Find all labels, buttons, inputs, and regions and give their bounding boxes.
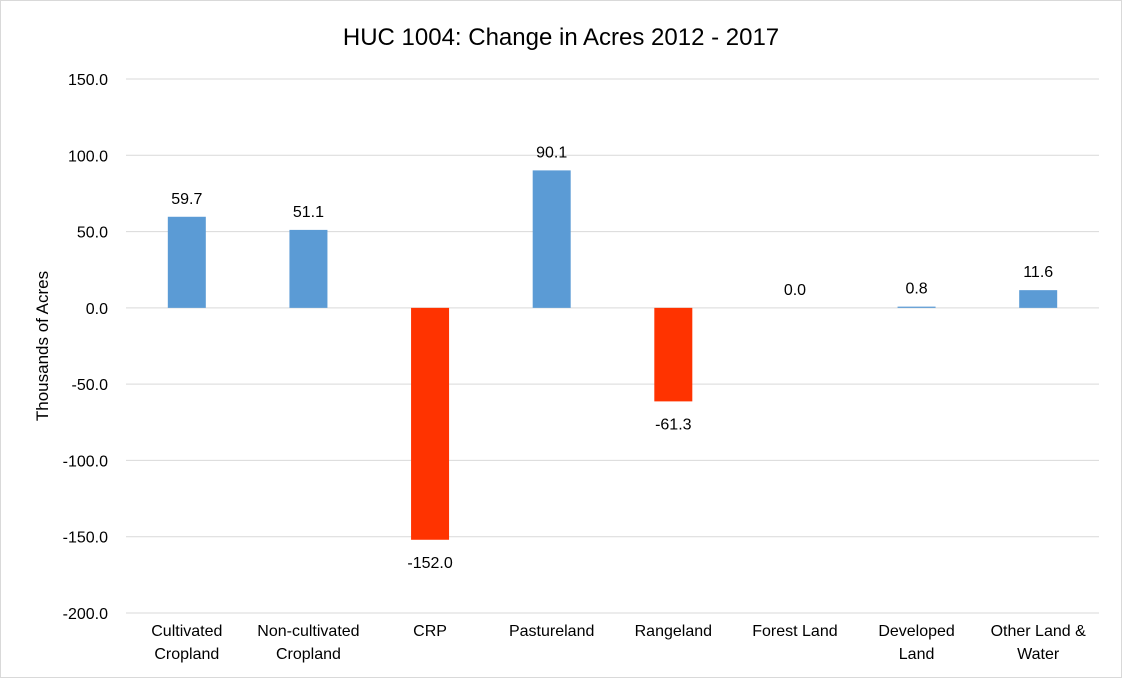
bar: [897, 306, 936, 308]
x-category-line: Other Land &: [991, 623, 1087, 640]
y-tick-label: 150.0: [68, 72, 108, 89]
data-label: 0.8: [905, 281, 927, 298]
data-label: -152.0: [407, 555, 452, 572]
y-axis-title: Thousands of Acres: [33, 271, 52, 421]
x-category-line: Non-cultivated: [257, 623, 359, 640]
x-category-line: Cropland: [276, 646, 341, 663]
x-category-line: Land: [899, 646, 935, 663]
x-axis-categories: Cultivated Cropland Non-cultivated Cropland…: [151, 623, 1086, 663]
data-label: 59.7: [171, 191, 202, 208]
x-category-line: Forest Land: [752, 623, 837, 640]
bar: [167, 216, 206, 308]
y-tick-label: -50.0: [72, 377, 109, 394]
y-tick-label: 100.0: [68, 148, 108, 165]
data-label: 90.1: [536, 144, 567, 161]
y-tick-label: -200.0: [63, 606, 108, 623]
bar: [654, 307, 693, 402]
x-category-line: Cultivated: [151, 623, 222, 640]
y-tick-label: 0.0: [86, 301, 108, 318]
bar: [411, 307, 450, 540]
bar: [1019, 290, 1058, 308]
bar: [532, 170, 571, 308]
bars: [167, 170, 1058, 540]
x-category-label: CRP: [413, 623, 447, 640]
y-tick-label: 50.0: [77, 225, 108, 242]
data-label: 11.6: [1023, 264, 1053, 281]
x-category-label: Forest Land: [752, 623, 837, 640]
chart-title: HUC 1004: Change in Acres 2012 - 2017: [343, 24, 779, 51]
y-axis-ticks: 150.0 100.0 50.0 0.0 -50.0 -100.0 -150.0 -200.0: [63, 72, 108, 623]
x-category-label: Pastureland: [509, 623, 594, 640]
y-tick-label: -100.0: [63, 453, 108, 470]
x-category-line: CRP: [413, 623, 447, 640]
data-label: 0.0: [784, 282, 806, 299]
x-category-line: Pastureland: [509, 623, 594, 640]
x-category-line: Water: [1017, 646, 1060, 663]
data-label: -61.3: [655, 416, 692, 433]
x-category-label: Non-cultivated Cropland: [257, 623, 359, 663]
gridlines: [126, 78, 1099, 614]
x-category-label: Developed Land: [878, 623, 955, 663]
x-category-label: Other Land & Water: [991, 623, 1087, 663]
bar: [289, 229, 328, 308]
x-category-label: Rangeland: [635, 623, 712, 640]
x-category-line: Rangeland: [635, 623, 712, 640]
x-category-line: Developed: [878, 623, 955, 640]
y-tick-label: -150.0: [63, 530, 108, 547]
data-labels: 59.7 51.1 -152.0 90.1 -61.3 0.0 0.8 11.6: [171, 144, 1053, 571]
x-category-label: Cultivated Cropland: [151, 623, 222, 663]
x-category-line: Cropland: [154, 646, 219, 663]
data-label: 51.1: [293, 204, 324, 221]
